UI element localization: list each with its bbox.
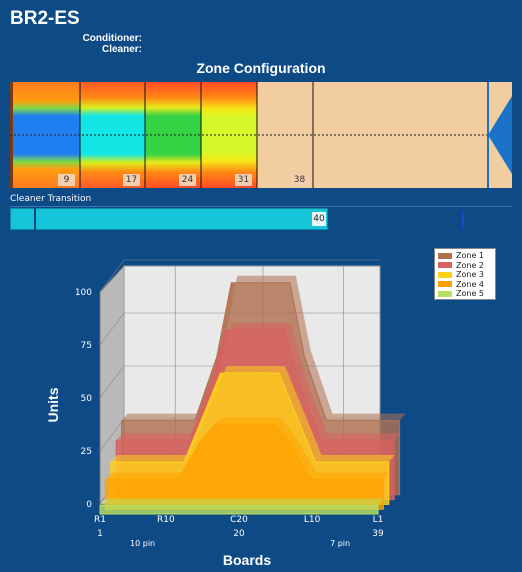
x-axis-title: Boards: [223, 552, 271, 568]
series-top-zone-5: [100, 498, 384, 506]
zone-marker-17: 17: [123, 174, 140, 186]
y-tick-label: 50: [81, 394, 93, 404]
cleaner-transition-bar[interactable]: 40: [10, 208, 328, 230]
zone-3-block: [145, 82, 201, 188]
lane-end-triangle: [488, 96, 512, 174]
x-tick-label: C20: [230, 515, 248, 525]
y-tick-label: 25: [81, 447, 92, 457]
zone-units-chart: 0 25 50 75 100 R1 R10 C20 L10 L1 1 20 39 10 pin 7 pin U…: [45, 259, 406, 568]
x-tick-label: R1: [94, 515, 106, 525]
zone-marker-24: 24: [179, 174, 196, 186]
cleaner-start-marker[interactable]: [34, 208, 36, 230]
y-tick-label: 100: [75, 288, 92, 298]
legend-entry: Zone 2: [438, 261, 492, 271]
legend-swatch: [438, 262, 452, 269]
cleaner-transition-label: Cleaner Transition: [10, 194, 92, 204]
pin-label: 7 pin: [330, 539, 350, 548]
divider: [10, 206, 512, 207]
zone-config-title: Zone Configuration: [196, 60, 326, 76]
x-board-label: 1: [97, 529, 103, 539]
x-tick-label: L10: [304, 515, 321, 525]
legend-swatch: [438, 271, 452, 278]
legend-label: Zone 5: [456, 289, 484, 299]
conditioner-label: Conditioner:: [82, 33, 142, 44]
legend-label: Zone 1: [456, 251, 484, 261]
zone-marker-9: 9: [58, 174, 75, 186]
legend-swatch: [438, 290, 452, 297]
x-board-label: 20: [233, 529, 245, 539]
legend-entry: Zone 3: [438, 270, 492, 280]
chart-legend: Zone 1 Zone 2 Zone 3 Zone 4 Zone 5: [434, 248, 496, 300]
y-tick-label: 0: [86, 500, 92, 510]
y-axis-title: Units: [45, 387, 61, 422]
zone-configuration-panel[interactable]: [10, 82, 512, 188]
zone-heatmap[interactable]: [10, 82, 512, 188]
legend-entry: Zone 4: [438, 280, 492, 290]
legend-swatch: [438, 252, 452, 259]
legend-entry: Zone 1: [438, 251, 492, 261]
y-tick-label: 75: [81, 341, 92, 351]
x-board-label: 39: [372, 529, 384, 539]
zone-1-block: [10, 82, 80, 188]
cleaner-transition-value: 40: [312, 212, 326, 226]
legend-entry: Zone 5: [438, 289, 492, 299]
series-top-zone-4: [105, 417, 390, 480]
app-title: BR2-ES: [10, 8, 80, 29]
cleaner-end-marker[interactable]: [462, 210, 464, 230]
zone-4-block: [201, 82, 257, 188]
cleaner-label: Cleaner:: [101, 44, 142, 55]
pin-label: 10 pin: [130, 539, 155, 548]
x-tick-label: R10: [157, 515, 175, 525]
legend-swatch: [438, 281, 452, 288]
zone-marker-31: 31: [235, 174, 252, 186]
legend-label: Zone 2: [456, 260, 484, 270]
series-area-zone-5: [99, 505, 379, 515]
legend-label: Zone 3: [456, 270, 484, 280]
zone-marker-38: 38: [291, 174, 308, 186]
legend-label: Zone 4: [456, 279, 484, 289]
x-tick-label: L1: [373, 515, 384, 525]
